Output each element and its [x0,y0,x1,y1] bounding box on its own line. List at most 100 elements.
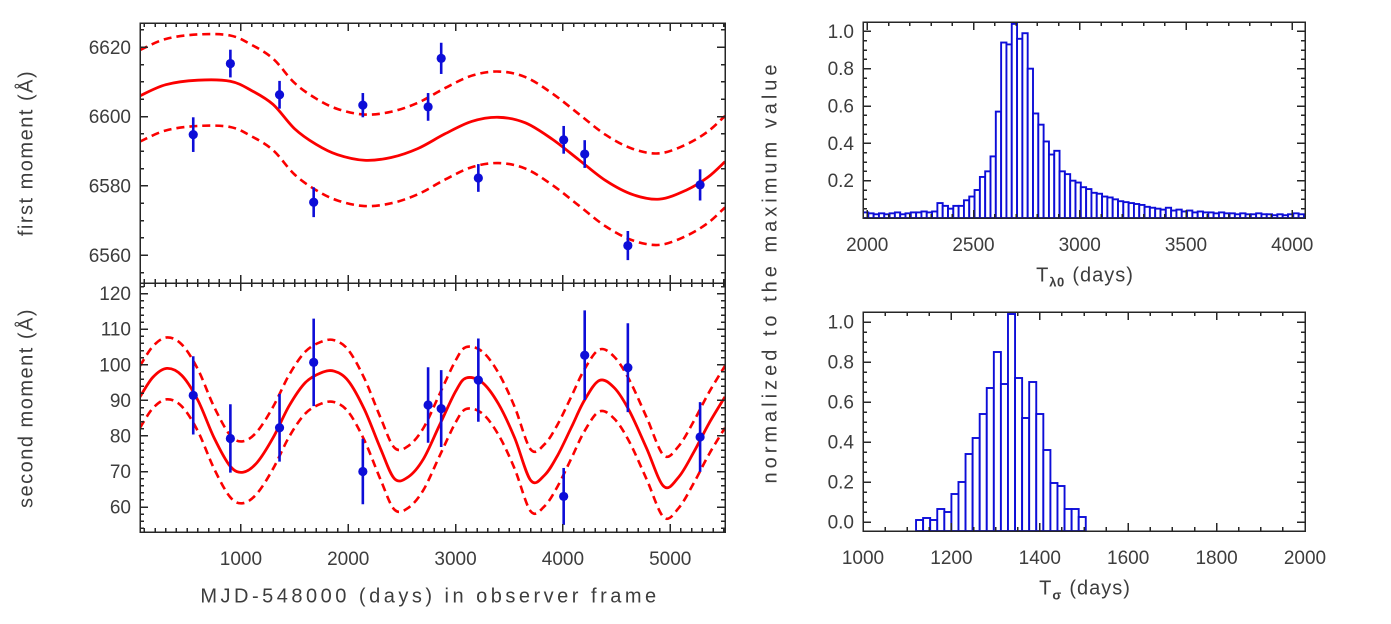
hist-bar [1035,413,1045,531]
y-tick-label: 0.4 [828,433,855,454]
hist-bar [936,508,946,531]
hist-bar [1042,449,1052,531]
data-point [559,491,569,502]
t_sigma_hist-axes [862,311,1306,532]
hist-bar [992,351,1002,531]
data-point [473,375,483,385]
first_moment-tick-labels: 6560 6580 6600 6620 [89,38,131,267]
y-tick-label: 110 [101,320,131,341]
hist-bar [971,437,981,531]
y-tick-label: 6600 [89,107,131,128]
y-tick-label: 60 [110,498,131,519]
data-point [580,350,590,360]
hist-bar [964,453,974,531]
y-tick-label: 0.6 [828,97,854,118]
y-tick-label: 0.2 [828,473,854,494]
hist-bar [1014,377,1024,531]
data-point [423,400,433,410]
hist-bar [1297,213,1305,218]
y-tick-label: 100 [99,355,131,376]
envelope-upper-curve [140,336,725,459]
x-tick-label: 1000 [842,548,884,569]
y-tick-label: 1.0 [828,313,854,334]
x-tick-label: 4000 [1271,235,1313,256]
hist-bar [1049,482,1059,531]
x-tick-label: 1800 [1195,548,1237,569]
t_sigma_hist-content [915,313,1087,531]
hist-bar [929,519,939,531]
x-tick-label: 5000 [649,549,691,570]
hist-bar [978,413,988,531]
data-point [358,100,368,110]
t_lambda0_hist-content [863,22,1305,218]
data-point [473,173,483,183]
hist-bar [1028,381,1038,531]
data-point [225,433,235,444]
hist-bar [1021,417,1031,531]
x-tick-label: 3000 [1059,235,1101,256]
y-tick-label: 90 [110,391,131,412]
first_moment-content [140,32,725,261]
model-curve [140,366,725,490]
y-tick-label: 80 [110,426,131,447]
data-point [559,135,569,145]
x-tick-label: 2000 [327,549,369,570]
data-point [623,363,633,373]
x-tick-label: 4000 [542,549,584,570]
x-tick-label: 1000 [220,549,262,570]
y-tick-label: 1.0 [828,22,854,43]
data-point [309,357,319,367]
hist-bar [1007,313,1016,531]
data-point [423,102,433,112]
x-tick-label: 1400 [1019,548,1061,569]
data-point [309,197,319,207]
data-point [188,390,198,401]
model-curve [140,78,725,201]
y-tick-label: 0.0 [828,513,854,534]
t_lambda0_hist-tick-labels: 0.2 0.4 0.6 0.8 1.0 2000 2500 3000 3500 4000 [828,22,1314,256]
envelope-lower-curve [140,398,725,521]
data-point [274,423,285,433]
data-point [695,180,705,190]
hist-bar [999,383,1009,531]
data-point [225,58,235,69]
hist-bar [950,493,960,531]
y-tick-label: 0.4 [828,134,855,155]
data-point [623,240,633,251]
second_moment-axes [139,282,726,533]
data-point [358,466,368,477]
hist-bar [957,481,967,531]
x-tick-label: 1600 [1107,548,1149,569]
x-tick-label: 2000 [846,235,888,256]
second_moment-content [140,310,725,525]
data-point [436,403,446,414]
second_moment-tick-labels: 60 70 80 90 100 110 120 1000 2000 3000 4000 5000 [99,284,691,570]
x-tick-label: 1200 [930,548,972,569]
y-tick-label: 6620 [89,38,131,59]
hist-bar [915,519,925,531]
x-tick-label: 3000 [434,549,476,570]
y-tick-label: 0.8 [828,59,854,80]
t_lambda0_hist-axes [862,21,1306,219]
x-tick-label: 3500 [1165,235,1207,256]
y-tick-label: 6560 [89,246,131,267]
t_sigma_hist-tick-labels: 0.0 0.2 0.4 0.6 0.8 1.0 1000 1200 1400 1600 1800 20… [828,313,1327,570]
y-tick-label: 0.8 [828,353,854,374]
y-tick-label: 120 [99,284,131,305]
y-tick-label: 0.2 [828,171,854,192]
hist-bar [1056,485,1066,531]
x-tick-label: 2000 [1284,548,1326,569]
x-tick-label: 2500 [952,235,994,256]
y-tick-label: 70 [110,462,131,483]
y-tick-label: 0.6 [828,393,854,414]
data-point [436,53,446,63]
data-point [188,130,198,140]
hist-bar [1063,508,1073,531]
hist-bar [985,387,995,531]
data-point [695,432,705,442]
hist-bar [1077,516,1087,531]
panel-box [862,21,1306,219]
data-point [274,90,285,100]
